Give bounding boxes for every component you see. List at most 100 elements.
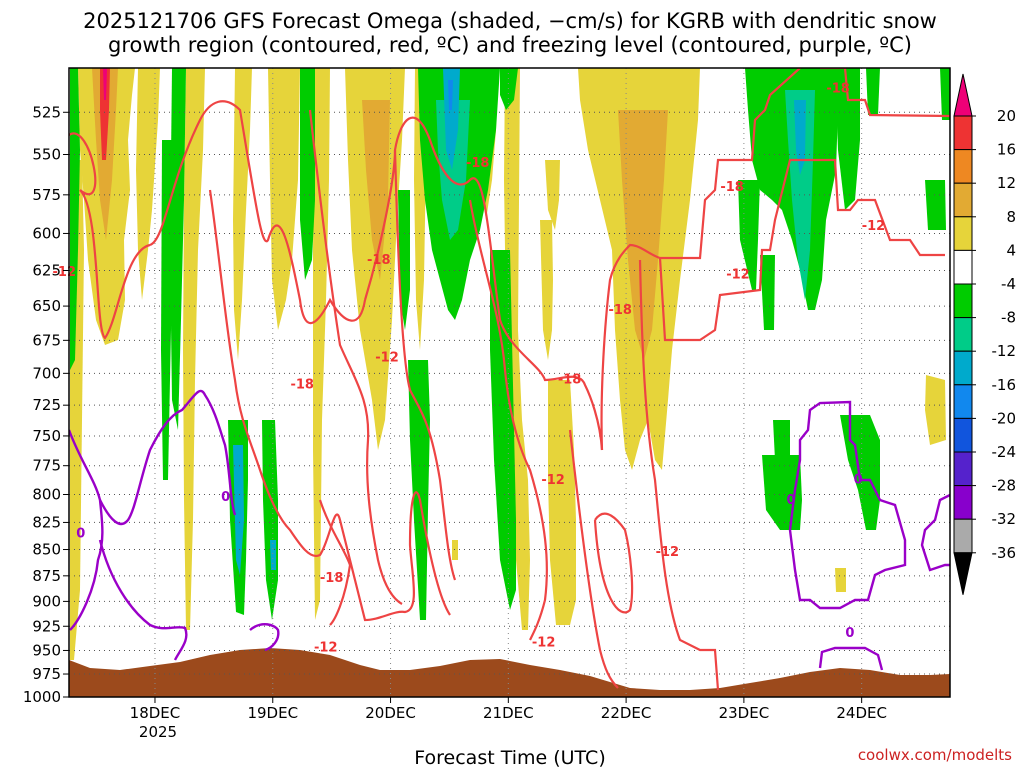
freezing-contour-labels: 0 0 0 0 0 xyxy=(76,473,862,641)
freezing-contour-line xyxy=(98,389,237,526)
colorbar-label: -8 xyxy=(1001,309,1016,327)
freezing-contour-line xyxy=(98,539,188,661)
freezing-contour-label: 0 xyxy=(76,526,85,541)
dgz-contour-label: -18 xyxy=(367,253,391,268)
x-axis-title: Forecast Time (UTC) xyxy=(414,747,605,768)
colorbar-segment xyxy=(953,317,973,352)
omega-negative-region xyxy=(70,68,80,370)
omega-positive-region xyxy=(268,68,300,330)
colorbar-top-arrow xyxy=(953,73,973,117)
omega-positive-region xyxy=(548,380,576,625)
y-tick-label: 550 xyxy=(32,145,61,163)
omega-positive-region xyxy=(136,68,160,300)
freezing-contour-line xyxy=(788,400,907,610)
dgz-contour-label: -18 xyxy=(826,81,850,96)
colorbar-label: 4 xyxy=(1006,241,1016,259)
colorbar-label: 16 xyxy=(997,141,1016,159)
freezing-contour-line xyxy=(69,429,104,631)
omega-positive-region xyxy=(545,160,560,230)
freezing-contour-label: 0 xyxy=(854,473,863,488)
dgz-contour-line xyxy=(638,259,720,691)
colorbar-label: 8 xyxy=(1006,208,1016,226)
colorbar-label: 12 xyxy=(997,174,1016,192)
colorbar-segment xyxy=(953,518,973,554)
omega-shading-layer xyxy=(69,68,950,697)
dgz-contour-label: -18 xyxy=(608,303,632,318)
freezing-contour-label: 0 xyxy=(221,490,230,505)
omega-positive-region xyxy=(835,568,846,592)
y-tick-label: 575 xyxy=(32,186,61,204)
y-tick-label: 725 xyxy=(32,396,61,414)
chart-title-line-2: growth region (contoured, red, ºC) and f… xyxy=(108,33,912,57)
colorbar-segment xyxy=(953,350,973,386)
x-tick-label: 21DEC xyxy=(483,704,534,722)
omega-positive-region xyxy=(233,68,252,360)
plot-frame xyxy=(68,67,951,698)
dgz-contour-label: -12 xyxy=(314,640,338,655)
y-tick-label: 525 xyxy=(32,103,61,121)
x-axis-year-label: 2025 xyxy=(139,723,177,741)
y-tick-label: 925 xyxy=(32,617,61,635)
x-tick-label: 22DEC xyxy=(601,704,652,722)
dgz-contours xyxy=(69,68,950,691)
omega-negative-region xyxy=(443,68,460,170)
colorbar-label: -20 xyxy=(992,409,1017,427)
dgz-contour-line xyxy=(149,100,367,325)
dgz-contour-label: -12 xyxy=(532,636,556,651)
dgz-contour-line xyxy=(820,68,950,118)
colorbar-segment xyxy=(953,283,973,319)
x-tick-label: 19DEC xyxy=(247,704,298,722)
omega-negative-region xyxy=(760,255,775,330)
omega-positive-region xyxy=(345,68,405,450)
colorbar-segment xyxy=(953,216,973,251)
y-tick-label: 700 xyxy=(32,364,61,382)
y-tick-label: 800 xyxy=(32,486,61,504)
omega-negative-region xyxy=(925,180,946,230)
omega-positive-region xyxy=(183,68,205,630)
dgz-contour-label: -12 xyxy=(656,545,680,560)
terrain-ground xyxy=(69,648,950,697)
x-tick-label: 20DEC xyxy=(365,704,416,722)
colorbar-label: -32 xyxy=(992,510,1017,528)
omega-positive-region xyxy=(540,220,553,360)
omega-negative-region xyxy=(794,100,806,175)
colorbar-segment xyxy=(953,249,973,285)
omega-positive-region xyxy=(313,68,330,620)
y-tick-label: 750 xyxy=(32,427,61,445)
freezing-level-contours xyxy=(69,389,950,671)
y-tick-label: 625 xyxy=(32,261,61,279)
colorbar-segment xyxy=(953,149,973,184)
colorbar-label: 20 xyxy=(997,107,1016,125)
colorbar-label: -36 xyxy=(992,544,1017,562)
omega-negative-region xyxy=(170,68,186,430)
colorbar-segment xyxy=(953,182,973,218)
y-tick-label: 675 xyxy=(32,331,61,349)
omega-negative-region xyxy=(773,420,790,460)
x-tick-label: 24DEC xyxy=(836,704,887,722)
y-tick-label: 850 xyxy=(32,541,61,559)
omega-negative-region xyxy=(436,100,470,240)
dgz-contour-line xyxy=(208,189,451,622)
dgz-contour-label: -18 xyxy=(558,372,582,387)
colorbar-label: -28 xyxy=(992,477,1017,495)
freezing-contour-line xyxy=(920,493,950,572)
colorbar-label: -24 xyxy=(992,443,1017,461)
x-axis: 18DEC 19DEC 20DEC 21DEC 22DEC 23DEC 24DEC xyxy=(130,697,887,722)
credit-text: coolwx.com/modelts xyxy=(858,746,1012,764)
omega-negative-region xyxy=(940,68,950,120)
dgz-contour-label: -12 xyxy=(726,268,750,283)
y-tick-label: 900 xyxy=(32,592,61,610)
dgz-contour-line xyxy=(568,429,619,689)
dgz-contour-line xyxy=(69,132,151,340)
colorbar-label: -12 xyxy=(992,342,1017,360)
freezing-contour-line xyxy=(249,623,280,652)
dgz-contour-label: -18 xyxy=(290,377,314,392)
dgz-contour-line xyxy=(593,512,634,614)
dgz-contour-line xyxy=(658,158,945,342)
colorbar-label: -4 xyxy=(1001,275,1016,293)
dgz-contour-label: -18 xyxy=(320,571,344,586)
colorbar-segment xyxy=(953,485,973,520)
dgz-contour-line xyxy=(468,199,548,641)
omega-negative-region xyxy=(448,80,453,110)
